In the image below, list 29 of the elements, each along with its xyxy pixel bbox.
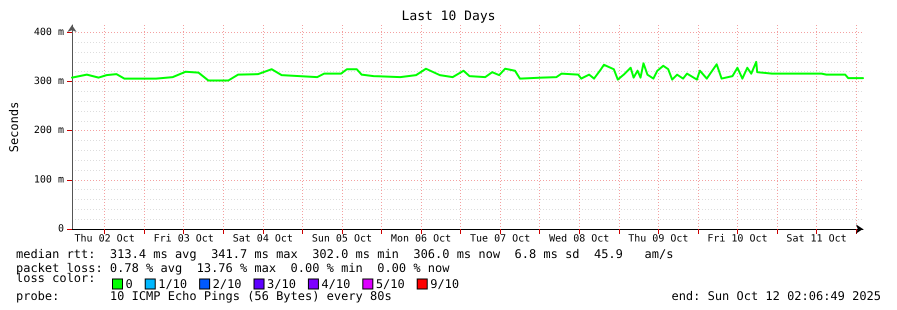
legend-label: 0 [126, 277, 133, 291]
x-tick-label: Sun 05 Oct [312, 234, 372, 244]
x-tick-label: Wed 08 Oct [549, 234, 610, 244]
legend-label: 5/10 [376, 277, 405, 291]
legend-label: 3/10 [267, 277, 296, 291]
x-tick-label: Sat 11 Oct [786, 234, 847, 244]
x-tick-label: Thu 02 Oct [74, 234, 135, 244]
y-tick-label: 400 m [34, 26, 64, 38]
legend-label: 4/10 [321, 277, 350, 291]
x-tick-label: Sat 04 Oct [232, 234, 293, 244]
legend-title: loss color: [16, 271, 96, 285]
text: median rtt: 313.4 ms avg 341.7 ms max 302.0 ms min 306.0 ms now 6.8 ms sd 45.9 am/s [16, 247, 674, 261]
y-tick-label: 200 m [34, 125, 64, 136]
chart-title: Last 10 Days [402, 9, 496, 24]
x-tick-label: Fri 03 Oct [154, 234, 214, 244]
y-tick-label: 0 [58, 224, 64, 234]
legend-label: 2/10 [212, 277, 242, 291]
x-tick-label: Thu 09 Oct [628, 234, 688, 244]
text: end: Sun Oct 12 02:06:49 2025 [671, 289, 881, 303]
text: probe: 10 ICMP Echo Pings (56 Bytes) every 80s [16, 289, 392, 303]
legend-label: 1/10 [158, 277, 188, 291]
line-series [71, 60, 864, 82]
x-tick-label: Fri 10 Oct [707, 234, 768, 244]
x-tick-label: Tue 07 Oct [470, 234, 530, 244]
y-tick-label: 300 m [34, 76, 64, 88]
y-axis-title: Seconds [7, 102, 21, 152]
x-tick-label: Mon 06 Oct [390, 234, 452, 244]
legend-label: 9/10 [430, 277, 460, 291]
y-tick-label: 100 m [34, 174, 64, 186]
